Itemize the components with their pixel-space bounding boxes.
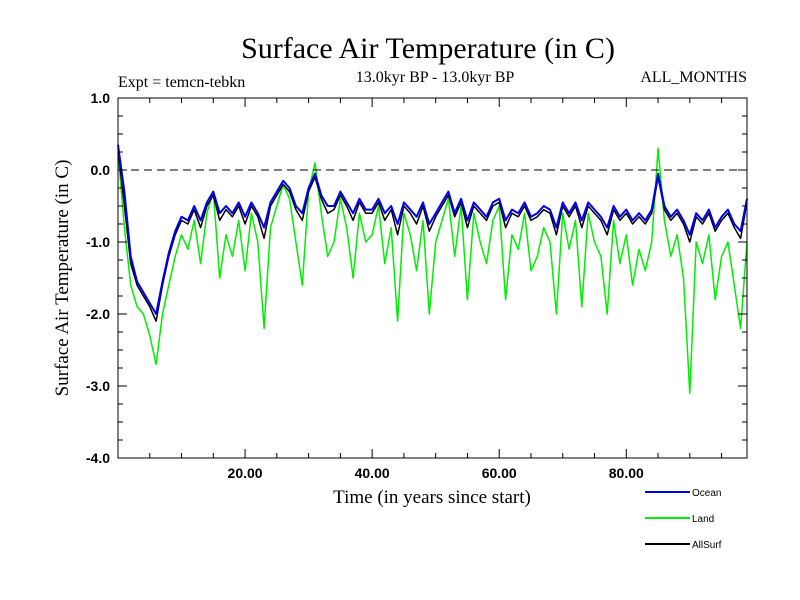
y-axis: 1.0 0.0 -1.0 -2.0 -3.0 -4.0 <box>86 90 747 466</box>
x-tick-label: 20.00 <box>228 465 263 481</box>
x-axis-label: Time (in years since start) <box>333 487 531 508</box>
months-label: ALL_MONTHS <box>640 69 747 86</box>
x-axis: 20.00 40.00 60.00 80.00 <box>149 98 723 481</box>
y-tick-label: 1.0 <box>91 90 111 106</box>
y-tick-label: -3.0 <box>86 378 110 394</box>
chart-title: Surface Air Temperature (in C) <box>241 32 615 65</box>
legend-label-allsurf: AllSurf <box>692 540 722 551</box>
chart-subtitle: 13.0kyr BP - 13.0kyr BP <box>356 69 515 86</box>
series-line-allsurf <box>117 148 748 322</box>
y-tick-label: 0.0 <box>91 162 111 178</box>
y-tick-label: -1.0 <box>86 234 110 250</box>
y-axis-label: Surface Air Temperature (in C) <box>52 160 73 397</box>
legend-label-land: Land <box>692 514 714 525</box>
series-line-ocean <box>117 144 748 315</box>
y-tick-label: -2.0 <box>86 306 110 322</box>
series-line-land <box>117 147 748 394</box>
series-group <box>117 144 748 394</box>
experiment-label: Expt = temcn-tebkn <box>118 74 245 91</box>
x-tick-label: 80.00 <box>609 465 644 481</box>
x-tick-label: 60.00 <box>482 465 517 481</box>
legend: Ocean Land AllSurf <box>645 488 722 551</box>
y-tick-label: -4.0 <box>86 450 110 466</box>
legend-label-ocean: Ocean <box>692 488 721 499</box>
x-tick-label: 40.00 <box>355 465 390 481</box>
